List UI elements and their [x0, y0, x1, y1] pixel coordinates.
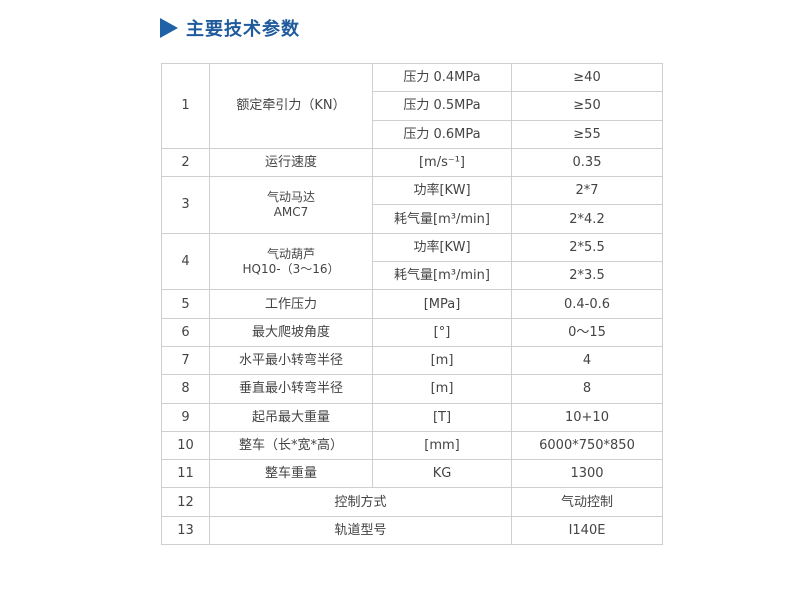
row-number: 13	[161, 515, 210, 546]
row-number: 10	[161, 430, 210, 461]
param-unit: 耗气量[m³/min]	[372, 261, 512, 291]
param-value: 0.4-0.6	[511, 289, 663, 319]
param-unit: [MPa]	[372, 289, 512, 319]
row-number: 12	[161, 487, 210, 517]
param-unit: 耗气量[m³/min]	[372, 204, 512, 234]
param-name: 运行速度	[209, 147, 373, 178]
param-name-cell: 气动马达 AMC7	[209, 176, 373, 234]
param-value: ≥55	[511, 119, 663, 149]
param-value: I140E	[511, 515, 663, 546]
row-number: 7	[161, 345, 210, 376]
param-name: 最大爬坡角度	[209, 317, 373, 347]
row-number: 2	[161, 147, 210, 178]
param-name: 气动马达	[266, 189, 315, 204]
table-row: 4 气动葫芦 HQ10-（3～16） 功率[KW] 2*5.5	[161, 232, 663, 291]
param-unit: [m]	[372, 345, 512, 376]
table-row: 9 起吊最大重量 [T] 10+10	[161, 402, 663, 432]
table-row: 11 整车重量 KG 1300	[161, 459, 663, 489]
param-unit: 压力 0.5MPa	[372, 91, 512, 121]
param-unit: 压力 0.6MPa	[372, 119, 512, 149]
param-value: 0.35	[511, 147, 663, 178]
param-name: 气动葫芦	[266, 246, 315, 261]
row-number: 1	[161, 63, 210, 149]
param-unit: KG	[372, 459, 512, 489]
param-unit: [°]	[372, 317, 512, 347]
spec-table: 1 额定牵引力（KN） 压力 0.4MPa ≥40 压力 0.5MPa ≥50 …	[161, 62, 663, 546]
row-number: 3	[161, 176, 210, 234]
param-name: 控制方式	[209, 487, 512, 517]
param-value: 2*7	[511, 176, 663, 206]
table-row: 12 控制方式 气动控制	[161, 487, 663, 517]
table-row: 压力 0.6MPa ≥55	[162, 119, 663, 149]
param-value: 10+10	[511, 402, 663, 432]
param-name: 额定牵引力（KN）	[209, 63, 373, 149]
param-name: 工作压力	[209, 289, 373, 319]
section-title-text: 主要技术参数	[186, 19, 300, 40]
param-model: AMC7	[273, 204, 309, 219]
param-unit: 功率[KW]	[372, 176, 512, 206]
param-unit: [m/s⁻¹]	[372, 147, 512, 178]
param-name-cell: 气动葫芦 HQ10-（3～16）	[209, 232, 373, 291]
row-number: 4	[161, 232, 210, 291]
param-name: 整车（长*宽*高）	[209, 430, 373, 461]
param-model: HQ10-（3～16）	[242, 261, 340, 276]
table-row: 5 工作压力 [MPa] 0.4-0.6	[161, 289, 663, 319]
param-unit: [m]	[372, 374, 512, 404]
param-name: 轨道型号	[209, 515, 512, 546]
param-value: 4	[511, 345, 663, 376]
row-number: 5	[161, 289, 210, 319]
table-row: 1 额定牵引力（KN） 压力 0.4MPa ≥40	[161, 62, 663, 149]
table-row: 6 最大爬坡角度 [°] 0～15	[161, 317, 663, 347]
param-unit: 功率[KW]	[372, 232, 512, 263]
row-number: 11	[161, 459, 210, 489]
param-value: 6000*750*850	[511, 430, 663, 461]
row-number: 8	[161, 374, 210, 404]
table-row: 8 垂直最小转弯半径 [m] 8	[161, 374, 663, 404]
param-unit: [T]	[372, 402, 512, 432]
triangle-right-icon	[160, 18, 178, 38]
param-value: 8	[511, 374, 663, 404]
table-row: 耗气量[m³/min] 2*3.5	[162, 261, 663, 291]
table-row: 2 运行速度 [m/s⁻¹] 0.35	[161, 147, 663, 178]
param-name: 水平最小转弯半径	[209, 345, 373, 376]
row-number: 9	[161, 402, 210, 432]
table-row: 压力 0.5MPa ≥50	[162, 91, 663, 121]
section-title: 主要技术参数	[160, 14, 300, 42]
table-row: 7 水平最小转弯半径 [m] 4	[161, 345, 663, 376]
param-unit: [mm]	[372, 430, 512, 461]
param-name: 垂直最小转弯半径	[209, 374, 373, 404]
param-value: ≥40	[511, 62, 663, 93]
param-name: 整车重量	[209, 459, 373, 489]
param-name: 起吊最大重量	[209, 402, 373, 432]
param-value: 2*4.2	[511, 204, 663, 234]
table-row: 13 轨道型号 I140E	[161, 515, 663, 546]
table-row: 10 整车（长*宽*高） [mm] 6000*750*850	[161, 430, 663, 461]
row-number: 6	[161, 317, 210, 347]
table-row: 耗气量[m³/min] 2*4.2	[162, 204, 663, 234]
table-row: 3 气动马达 AMC7 功率[KW] 2*7	[161, 176, 663, 234]
param-value: 1300	[511, 459, 663, 489]
param-value: 2*5.5	[511, 232, 663, 263]
param-value: 0～15	[511, 317, 663, 347]
param-value: 气动控制	[511, 487, 663, 517]
param-unit: 压力 0.4MPa	[372, 62, 512, 93]
param-value: 2*3.5	[511, 261, 663, 291]
param-value: ≥50	[511, 91, 663, 121]
